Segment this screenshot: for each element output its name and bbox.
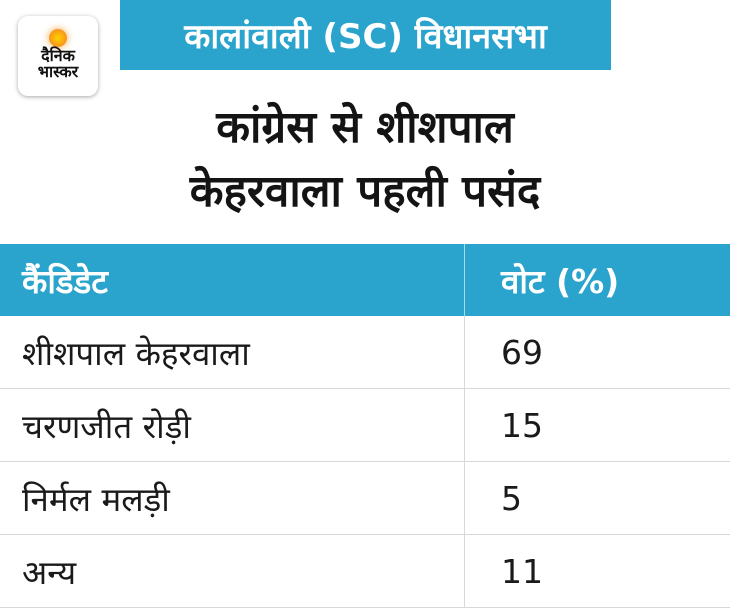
headline-line-2: केहरवाला पहली पसंद: [189, 166, 541, 217]
vote-percent: 69: [501, 332, 543, 372]
vote-percent: 15: [501, 405, 543, 445]
table-row: चरणजीत रोड़ी 15: [0, 389, 730, 462]
header-candidate: कैंडिडेट: [0, 244, 465, 316]
vote-percent: 11: [501, 551, 543, 591]
header-votes: वोट (%): [501, 261, 620, 301]
sun-icon: [49, 29, 67, 47]
candidate-name: शीशपाल केहरवाला: [0, 316, 465, 388]
candidate-name: अन्य: [0, 535, 465, 607]
constituency-tag: कालांवाली (SC) विधानसभा: [120, 0, 611, 70]
table-row: अन्य 11: [0, 535, 730, 608]
brand-logo: दैनिक भास्कर: [18, 16, 98, 96]
logo-line-1: दैनिक: [41, 46, 75, 65]
headline-line-1: कांग्रेस से शीशपाल: [216, 102, 514, 153]
table-row: शीशपाल केहरवाला 69: [0, 316, 730, 389]
candidate-name: चरणजीत रोड़ी: [0, 389, 465, 461]
table-header-row: कैंडिडेट वोट (%): [0, 244, 730, 316]
candidate-name: निर्मल मलड़ी: [0, 462, 465, 534]
table-row: निर्मल मलड़ी 5: [0, 462, 730, 535]
results-table: कैंडिडेट वोट (%) शीशपाल केहरवाला 69 चरणज…: [0, 244, 730, 608]
logo-line-2: भास्कर: [37, 62, 79, 81]
headline: कांग्रेस से शीशपाल केहरवाला पहली पसंद: [0, 96, 730, 224]
vote-percent: 5: [501, 478, 522, 518]
